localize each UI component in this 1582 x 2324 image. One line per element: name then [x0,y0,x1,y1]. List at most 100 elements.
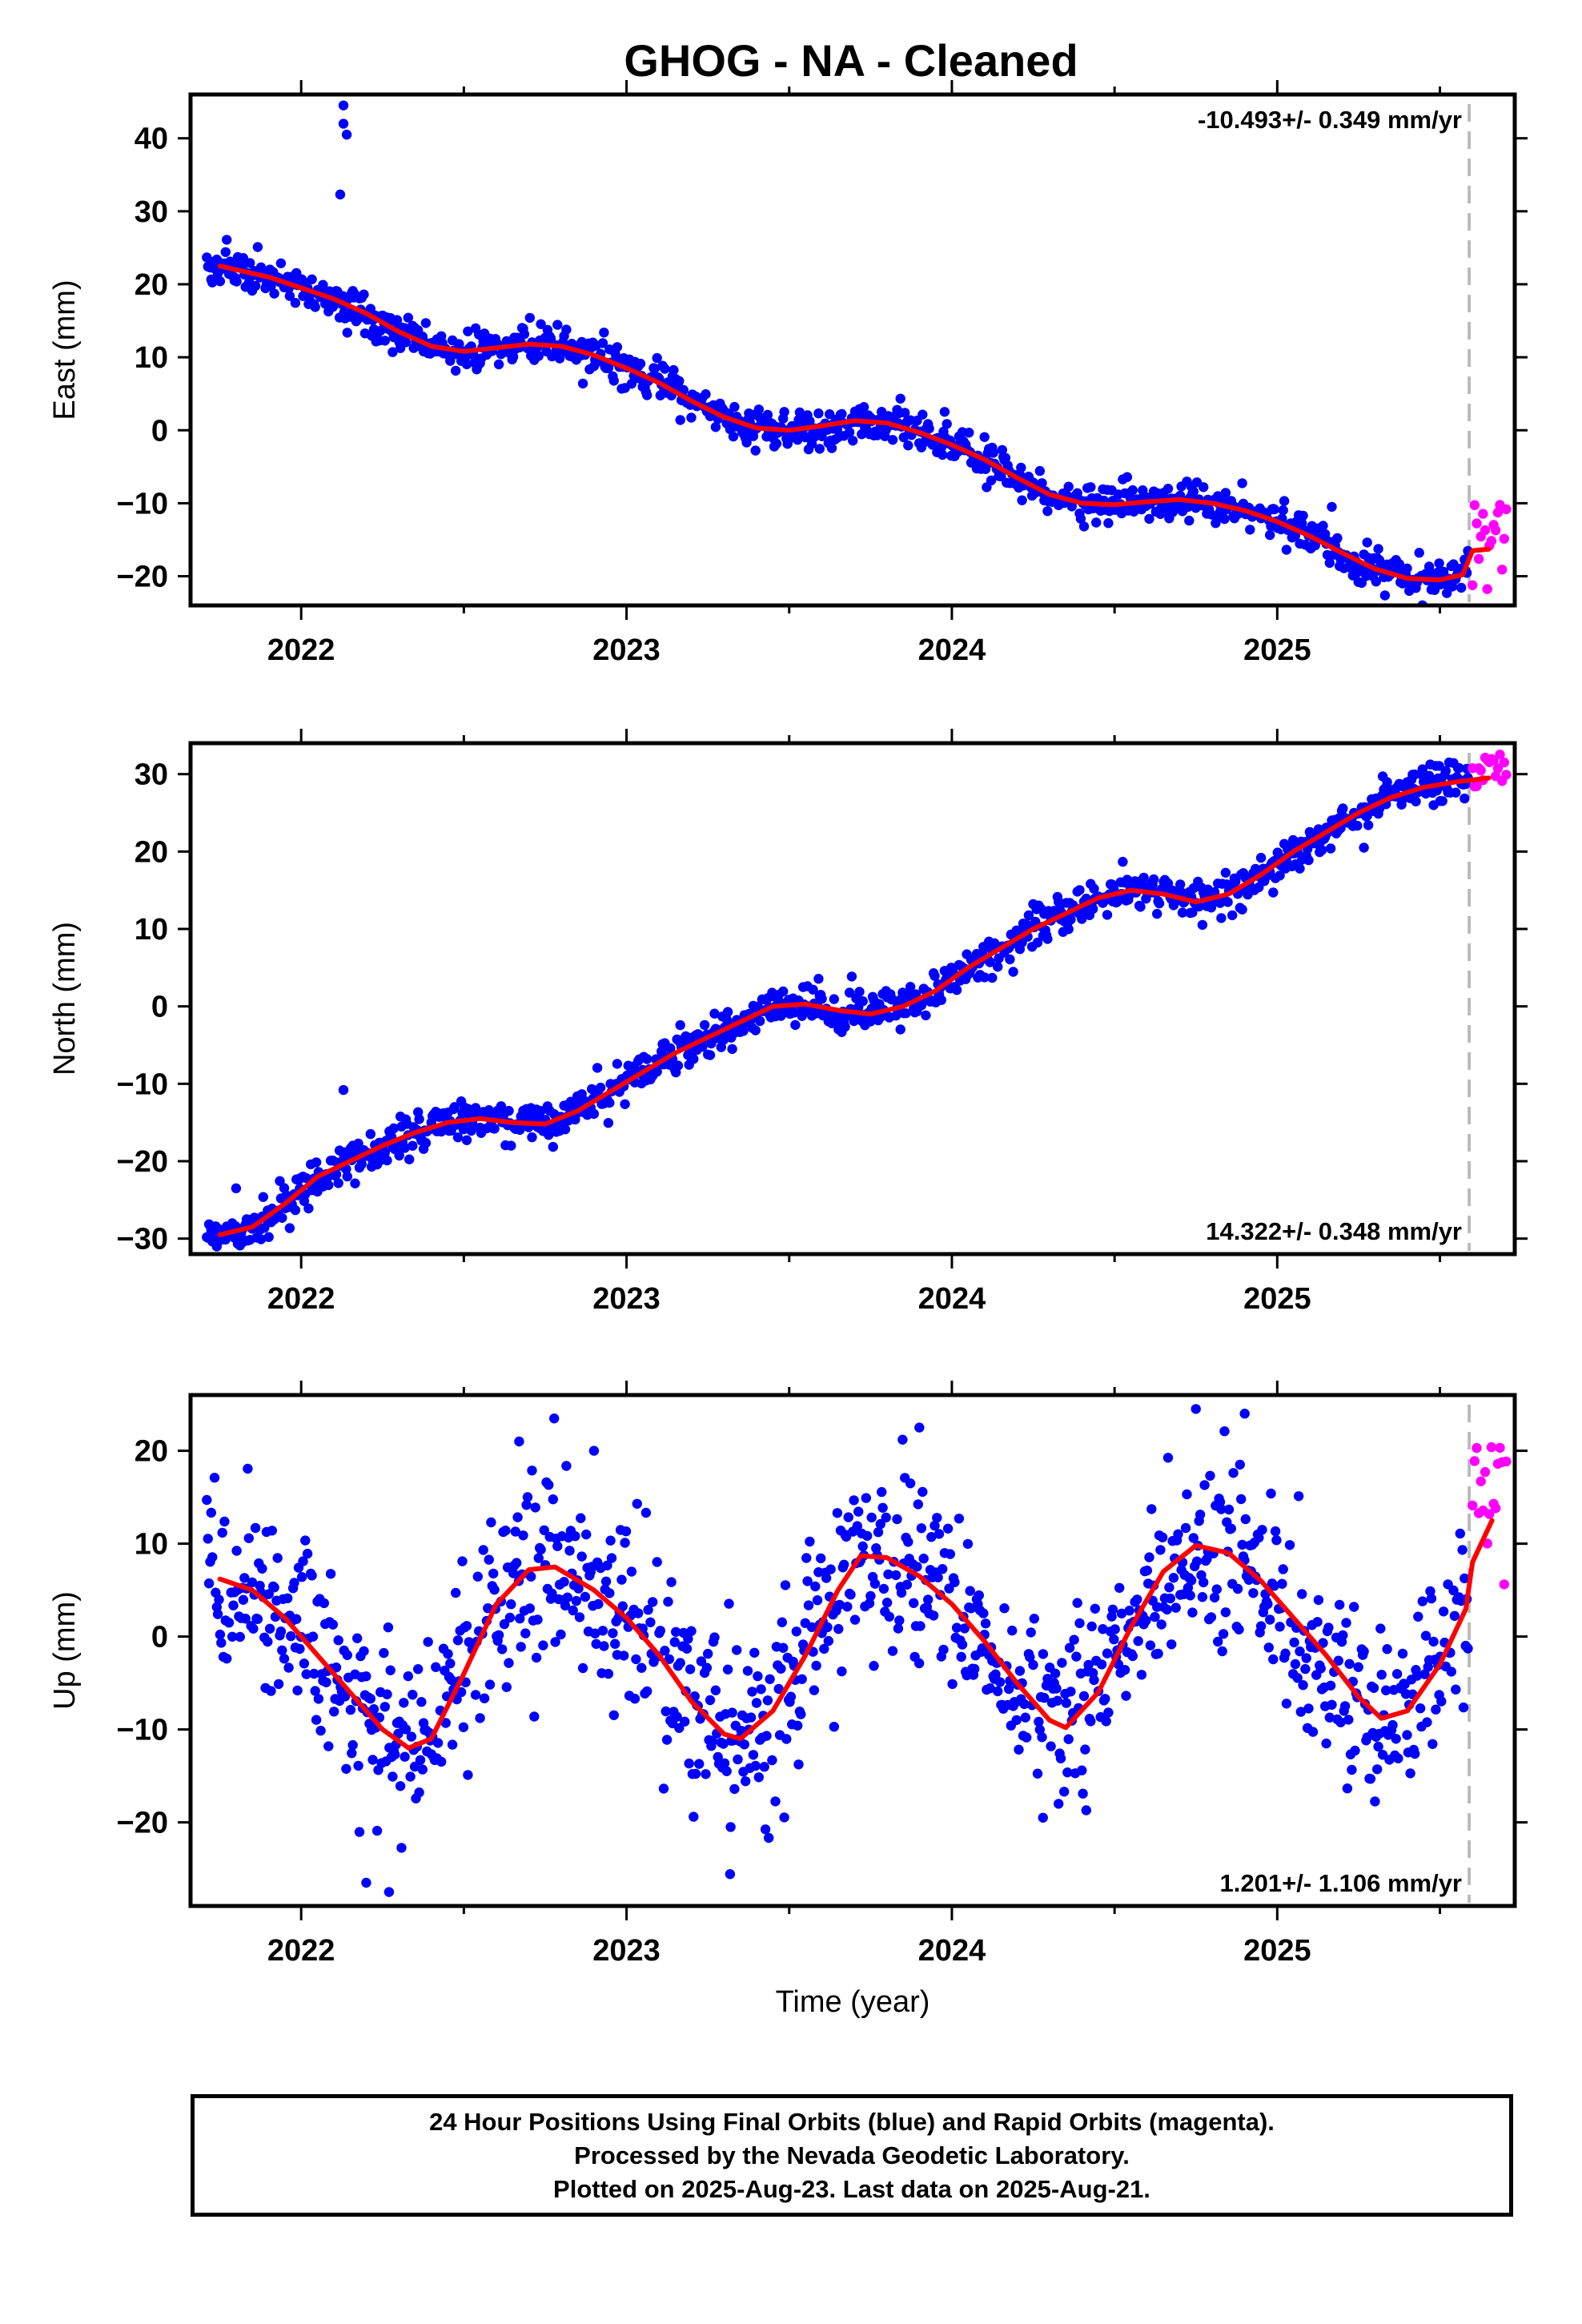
up-final-point [1121,1691,1131,1701]
up-final-point [905,1478,916,1489]
up-final-point [626,1566,637,1577]
up-final-point [1162,1604,1172,1615]
east-final-point [1063,481,1074,492]
east-final-point [220,247,231,257]
up-final-point [821,1573,832,1583]
east-final-point [675,415,685,425]
up-final-point [319,1598,329,1609]
up-final-point [1110,1624,1120,1634]
up-final-point [1342,1783,1353,1794]
up-final-point [283,1663,294,1673]
up-final-point [811,1660,821,1671]
up-xtick-label: 2024 [918,1934,986,1968]
east-final-point [817,431,827,441]
north-final-point [408,1140,418,1152]
up-final-point [849,1495,859,1506]
up-final-point [862,1530,873,1542]
up-final-point [1410,1748,1420,1759]
up-final-point [1457,1545,1468,1555]
east-final-point [536,319,546,329]
up-final-point [1102,1648,1113,1659]
up-final-point [591,1638,601,1649]
up-final-point [323,1741,334,1751]
east-final-point [454,339,464,349]
up-final-point [1055,1753,1066,1763]
north-final-point [1295,863,1305,874]
up-final-point [365,1694,375,1704]
east-final-point [938,449,948,460]
up-final-point [1387,1719,1398,1731]
up-final-point [383,1622,394,1633]
up-final-point [1397,1648,1408,1659]
up-final-point [877,1486,887,1498]
up-final-point [978,1608,989,1618]
north-final-point [895,1024,905,1035]
north-final-point [1042,934,1053,944]
up-final-point [400,1724,412,1735]
up-final-point [853,1506,864,1517]
up-final-point [1359,1646,1369,1657]
up-final-point [1054,1799,1064,1809]
east-final-point [1298,510,1308,521]
up-final-point [776,1663,786,1674]
up-final-point [815,1553,826,1564]
up-final-point [1052,1695,1063,1706]
north-final-point [388,1123,399,1134]
up-final-point [1303,1703,1314,1714]
up-final-point [299,1659,310,1669]
up-final-point [1333,1655,1344,1666]
up-final-point [475,1713,485,1723]
up-final-point [277,1645,287,1655]
east-rapid-point [1482,584,1492,594]
up-final-point [432,1738,444,1748]
east-final-point [771,438,782,449]
up-final-point [243,1463,253,1474]
up-final-point [675,1658,685,1668]
up-final-point [606,1553,617,1563]
up-final-point [483,1603,493,1614]
up-final-point [732,1645,742,1655]
up-final-point [257,1563,267,1574]
east-final-point [1362,537,1372,548]
up-final-point [461,1621,472,1631]
up-final-point [633,1608,644,1618]
up-final-point [1197,1592,1208,1602]
north-ytick-label: 30 [135,758,168,792]
up-final-point [1142,1565,1153,1576]
north-final-point [323,1180,334,1191]
north-frame [188,741,1517,1256]
up-final-point [1187,1607,1198,1618]
up-final-point [1133,1636,1143,1647]
up-final-point [1307,1727,1319,1737]
up-final-point [1032,1768,1043,1779]
up-final-point [993,1686,1003,1697]
up-final-point [1240,1514,1251,1525]
up-final-point [400,1751,410,1762]
north-final-point [1177,907,1188,918]
up-final-point [1278,1564,1288,1574]
north-final-point [612,1059,623,1069]
east-ytick-label: −10 [117,487,168,521]
up-final-point [396,1843,407,1853]
up-final-point [1119,1665,1130,1675]
north-final-point [846,971,857,982]
north-final-point [673,1060,684,1071]
east-final-point [1127,485,1138,496]
north-final-point [790,1019,801,1031]
east-final-point [222,235,232,245]
up-final-point [994,1677,1006,1687]
up-final-point [873,1527,884,1538]
east-final-point [1144,513,1154,525]
east-final-point [250,280,261,292]
up-final-point [359,1646,369,1656]
up-final-point [1205,1470,1215,1482]
east-final-point [917,409,928,420]
north-final-point [394,1150,404,1161]
up-final-point [616,1574,627,1585]
east-final-point [1279,496,1290,506]
up-final-point [599,1641,609,1651]
east-final-point [748,431,759,441]
up-final-point [985,1683,995,1694]
up-final-point [559,1577,569,1587]
up-final-point [576,1513,586,1523]
